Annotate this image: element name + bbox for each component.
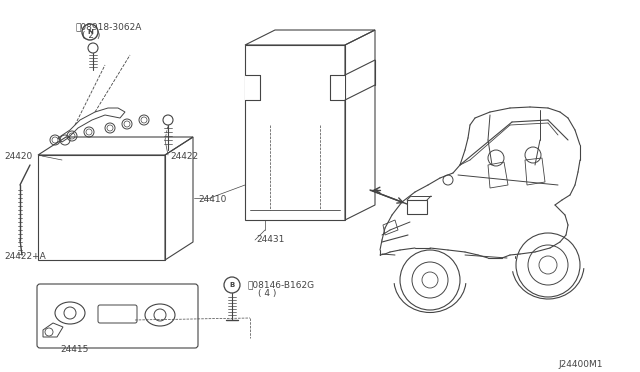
Text: ⒳08146-B162G: ⒳08146-B162G (248, 280, 315, 289)
Text: N: N (87, 29, 93, 35)
Text: 24422+A: 24422+A (4, 252, 45, 261)
Text: 24410: 24410 (198, 195, 227, 204)
Text: B: B (229, 282, 235, 288)
Text: 24420: 24420 (4, 152, 32, 161)
Text: ( 4 ): ( 4 ) (258, 289, 276, 298)
Polygon shape (245, 75, 260, 100)
Text: 24422: 24422 (170, 152, 198, 161)
Text: J24400M1: J24400M1 (558, 360, 602, 369)
Text: ( 2 ): ( 2 ) (82, 31, 100, 40)
Polygon shape (330, 75, 345, 100)
Text: 24415: 24415 (60, 345, 88, 354)
Text: 24431: 24431 (256, 235, 284, 244)
Text: ⓝ08918-3062A: ⓝ08918-3062A (75, 22, 141, 31)
